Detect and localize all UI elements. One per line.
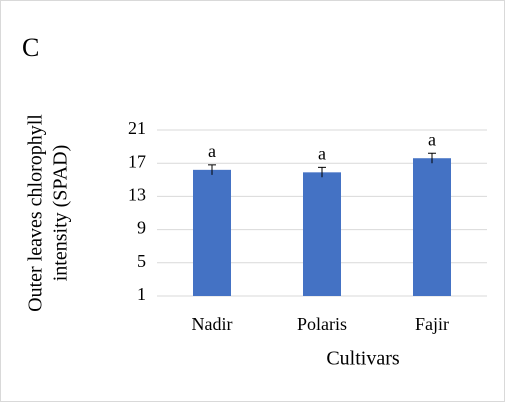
x-tick-label: Fajir [415,314,449,334]
x-tick-label: Nadir [192,314,233,334]
annotation: a [208,141,216,161]
panel-label: C [22,33,39,62]
x-axis-label: Cultivars [326,348,400,370]
bar [303,172,341,296]
y-axis-label: intensity (SPAD) [50,145,72,282]
y-tick-label: 21 [128,118,146,138]
bar [193,169,231,296]
annotation: a [428,129,436,149]
annotation: a [318,143,326,163]
y-tick-label: 1 [137,284,146,304]
y-tick-label: 5 [137,251,146,271]
y-tick-label: 17 [128,151,146,171]
x-tick-label: Polaris [297,314,347,334]
bar [413,158,451,296]
y-axis-label: Outer leaves chlorophyll [25,114,47,312]
y-tick-label: 13 [128,185,146,205]
y-tick-label: 9 [137,218,146,238]
